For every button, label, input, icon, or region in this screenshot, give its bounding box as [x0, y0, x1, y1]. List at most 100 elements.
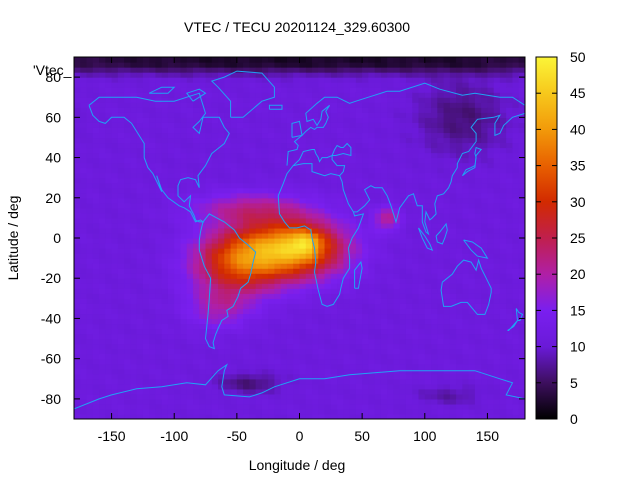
heatmap-cell — [456, 112, 463, 118]
heatmap-cell — [456, 152, 463, 159]
heatmap-cell — [487, 258, 495, 264]
heatmap-cell — [330, 333, 338, 340]
heatmap-cell — [243, 207, 250, 214]
heatmap-cell — [387, 288, 395, 294]
heatmap-cell — [255, 363, 263, 370]
heatmap-cell — [374, 263, 382, 269]
heatmap-cell — [111, 57, 119, 63]
heatmap-cell — [230, 248, 238, 254]
heatmap-cell — [74, 313, 81, 320]
heatmap-cell — [299, 217, 307, 224]
heatmap-cell — [236, 162, 244, 169]
heatmap-cell — [412, 293, 420, 299]
heatmap-cell — [487, 197, 495, 204]
heatmap-cell — [443, 338, 451, 345]
heatmap-cell — [437, 408, 445, 415]
heatmap-cell — [268, 82, 276, 88]
heatmap-cell — [418, 263, 426, 269]
heatmap-cell — [149, 182, 157, 189]
heatmap-cell — [167, 127, 175, 134]
heatmap-cell — [362, 263, 369, 269]
heatmap-cell — [424, 403, 432, 410]
heatmap-cell — [362, 413, 369, 419]
heatmap-cell — [312, 182, 319, 189]
heatmap-cell — [299, 373, 307, 380]
heatmap-cell — [468, 77, 476, 83]
heatmap-cell — [468, 308, 476, 315]
heatmap-cell — [387, 373, 395, 380]
heatmap-cell — [343, 162, 351, 169]
heatmap-cell — [437, 142, 445, 149]
heatmap-cell — [218, 403, 225, 410]
heatmap-cell — [86, 288, 94, 294]
heatmap-cell — [449, 363, 457, 370]
heatmap-cell — [456, 122, 463, 128]
heatmap-cell — [193, 413, 200, 419]
heatmap-cell — [199, 162, 207, 169]
heatmap-cell — [211, 172, 219, 179]
heatmap-cell — [105, 328, 113, 335]
heatmap-cell — [293, 363, 301, 370]
heatmap-cell — [349, 398, 357, 405]
heatmap-cell — [431, 278, 438, 284]
heatmap-cell — [149, 177, 157, 184]
heatmap-cell — [449, 87, 457, 93]
heatmap-cell — [80, 378, 88, 385]
heatmap-cell — [318, 283, 326, 289]
heatmap-cell — [99, 338, 106, 345]
heatmap-cell — [493, 313, 501, 320]
heatmap-cell — [305, 87, 313, 93]
heatmap-cell — [205, 92, 213, 98]
heatmap-cell — [74, 62, 81, 68]
heatmap-cell — [462, 177, 470, 184]
heatmap-cell — [362, 378, 369, 385]
heatmap-cell — [167, 132, 175, 139]
heatmap-cell — [174, 147, 182, 154]
heatmap-cell — [255, 172, 263, 179]
heatmap-cell — [387, 212, 395, 219]
heatmap-cell — [74, 227, 81, 234]
heatmap-cell — [443, 102, 451, 108]
heatmap-cell — [80, 202, 88, 209]
heatmap-cell — [355, 57, 363, 63]
heatmap-cell — [312, 308, 319, 315]
heatmap-cell — [362, 112, 369, 118]
heatmap-cell — [380, 333, 388, 340]
heatmap-cell — [149, 132, 157, 139]
heatmap-cell — [493, 182, 501, 189]
heatmap-cell — [355, 177, 363, 184]
heatmap-cell — [468, 398, 476, 405]
heatmap-cell — [437, 403, 445, 410]
heatmap-cell — [161, 298, 169, 304]
heatmap-cell — [224, 318, 232, 325]
heatmap-cell — [274, 57, 282, 63]
heatmap-cell — [487, 167, 495, 174]
heatmap-cell — [286, 338, 294, 345]
heatmap-cell — [99, 353, 106, 360]
heatmap-cell — [74, 298, 81, 304]
heatmap-cell — [355, 62, 363, 68]
heatmap-cell — [249, 273, 257, 279]
heatmap-cell — [499, 338, 507, 345]
heatmap-cell — [431, 232, 438, 239]
heatmap-cell — [124, 378, 131, 385]
heatmap-cell — [224, 293, 232, 299]
heatmap-cell — [230, 57, 238, 63]
heatmap-cell — [499, 177, 507, 184]
heatmap-cell — [255, 238, 263, 244]
heatmap-cell — [412, 403, 420, 410]
heatmap-cell — [493, 207, 501, 214]
heatmap-cell — [443, 378, 451, 385]
heatmap-cell — [474, 288, 482, 294]
heatmap-cell — [355, 273, 363, 279]
heatmap-cell — [368, 187, 376, 194]
heatmap-cell — [274, 388, 282, 395]
heatmap-cell — [124, 132, 131, 139]
heatmap-cell — [174, 77, 182, 83]
heatmap-cell — [268, 338, 276, 345]
heatmap-cell — [86, 268, 94, 274]
heatmap-cell — [418, 67, 426, 73]
heatmap-cell — [230, 222, 238, 229]
heatmap-cell — [124, 253, 131, 259]
heatmap-cell — [468, 258, 476, 264]
